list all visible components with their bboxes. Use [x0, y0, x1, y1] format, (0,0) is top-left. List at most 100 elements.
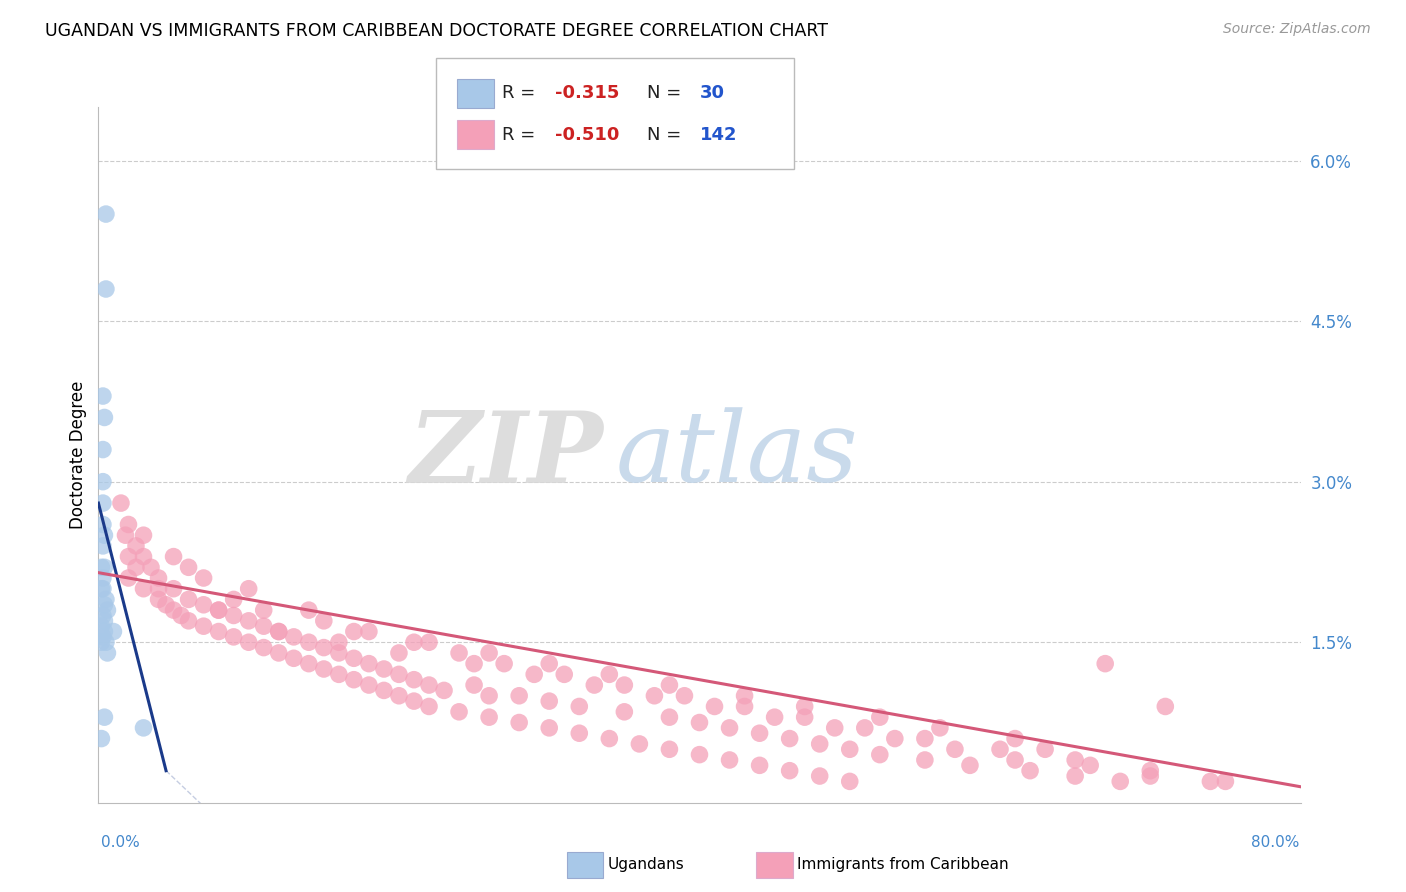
Point — [91, 475, 114, 489]
Point — [643, 689, 665, 703]
Point — [838, 774, 860, 789]
Point — [1033, 742, 1056, 756]
Point — [748, 726, 770, 740]
Point — [1109, 774, 1132, 789]
Point — [155, 598, 177, 612]
Point — [132, 528, 155, 542]
Text: N =: N = — [647, 85, 686, 103]
Point — [734, 699, 756, 714]
Point — [433, 683, 456, 698]
Point — [312, 614, 335, 628]
Point — [598, 731, 620, 746]
Point — [402, 635, 425, 649]
Point — [177, 560, 200, 574]
Point — [91, 608, 114, 623]
Point — [177, 592, 200, 607]
Text: -0.315: -0.315 — [555, 85, 620, 103]
Point — [1078, 758, 1101, 772]
Point — [162, 603, 184, 617]
Point — [853, 721, 876, 735]
Point — [253, 603, 276, 617]
Point — [117, 571, 139, 585]
Point — [222, 608, 245, 623]
Point — [125, 539, 148, 553]
Point — [988, 742, 1011, 756]
Point — [312, 640, 335, 655]
Point — [94, 207, 117, 221]
Point — [808, 769, 831, 783]
Point — [373, 662, 395, 676]
Text: Source: ZipAtlas.com: Source: ZipAtlas.com — [1223, 22, 1371, 37]
Point — [312, 662, 335, 676]
Point — [494, 657, 516, 671]
Point — [90, 582, 112, 596]
Point — [402, 694, 425, 708]
Point — [114, 528, 136, 542]
Point — [1154, 699, 1177, 714]
Point — [553, 667, 575, 681]
Point — [94, 592, 117, 607]
Point — [91, 496, 114, 510]
Point — [139, 560, 162, 574]
Point — [177, 614, 200, 628]
Point — [90, 635, 112, 649]
Point — [283, 651, 305, 665]
Point — [959, 758, 981, 772]
Point — [193, 598, 215, 612]
Text: 80.0%: 80.0% — [1251, 836, 1299, 850]
Point — [93, 560, 115, 574]
Point — [748, 758, 770, 772]
Point — [103, 624, 125, 639]
Text: ZIP: ZIP — [408, 407, 603, 503]
Point — [357, 657, 380, 671]
Point — [1199, 774, 1222, 789]
Point — [478, 710, 501, 724]
Point — [388, 667, 411, 681]
Point — [1004, 731, 1026, 746]
Point — [1064, 769, 1087, 783]
Point — [132, 549, 155, 564]
Point — [94, 635, 117, 649]
Point — [883, 731, 905, 746]
Point — [208, 603, 231, 617]
Point — [538, 721, 561, 735]
Point — [267, 624, 290, 639]
Point — [208, 624, 231, 639]
Point — [298, 657, 321, 671]
Point — [583, 678, 606, 692]
Point — [418, 635, 440, 649]
Point — [93, 528, 115, 542]
Point — [93, 410, 115, 425]
Point — [110, 496, 132, 510]
Point — [824, 721, 846, 735]
Point — [283, 630, 305, 644]
Point — [1139, 764, 1161, 778]
Point — [538, 694, 561, 708]
Point — [298, 635, 321, 649]
Point — [93, 710, 115, 724]
Point — [523, 667, 546, 681]
Point — [689, 747, 711, 762]
Point — [96, 646, 118, 660]
Text: N =: N = — [647, 126, 686, 144]
Point — [508, 715, 530, 730]
Point — [132, 721, 155, 735]
Point — [343, 624, 366, 639]
Point — [91, 517, 114, 532]
Point — [568, 726, 591, 740]
Point — [1064, 753, 1087, 767]
Point — [658, 678, 681, 692]
Point — [793, 699, 815, 714]
Point — [94, 282, 117, 296]
Point — [658, 742, 681, 756]
Point — [222, 592, 245, 607]
Text: atlas: atlas — [616, 408, 858, 502]
Point — [1215, 774, 1237, 789]
Point — [328, 635, 350, 649]
Point — [208, 603, 231, 617]
Point — [193, 619, 215, 633]
Text: -0.510: -0.510 — [555, 126, 620, 144]
Point — [238, 635, 260, 649]
Point — [90, 560, 112, 574]
Point — [148, 592, 170, 607]
